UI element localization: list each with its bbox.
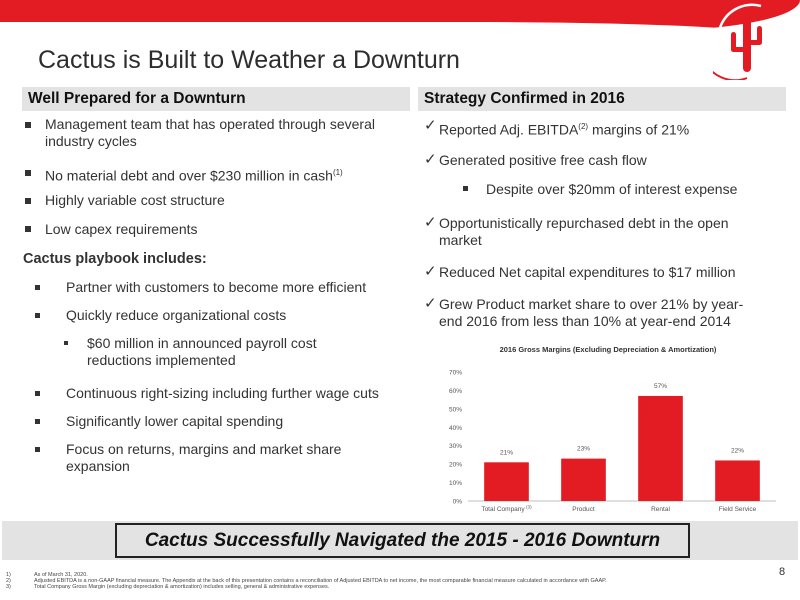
footnote: 1) As of March 31, 2020.	[6, 572, 88, 578]
cactus-logo-icon	[713, 3, 778, 80]
y-tick-label: 60%	[449, 388, 462, 395]
list-item: Reported Adj. EBITDA(2) margins of 21%	[439, 118, 689, 139]
list-item: Quickly reduce organizational costs	[66, 307, 287, 323]
list-item-text: No material debt and over $230 million i…	[45, 167, 333, 184]
footnote-text: Total Company Gross Margin (excluding de…	[34, 584, 330, 590]
footnote: 3) Total Company Gross Margin (excluding …	[6, 584, 329, 590]
list-item: Generated positive free cash flow	[439, 152, 647, 168]
list-item-line: Management team that has operated throug…	[45, 116, 375, 132]
y-tick-label: 0%	[453, 499, 463, 506]
bullet-square-icon	[463, 186, 468, 191]
footnote-number: 2)	[6, 578, 11, 584]
list-item-line: Grew Product market share to over 21% by…	[439, 296, 744, 312]
footnote: 2) Adjusted EBITDA is a non-GAAP financia…	[6, 578, 607, 584]
list-item-line: market	[439, 232, 482, 248]
x-tick-label: Field Service	[719, 506, 757, 513]
bullet-square-icon	[35, 419, 40, 424]
x-tick-label: Rental	[651, 506, 670, 513]
checkmark-icon: ✓	[424, 295, 437, 312]
list-item-line: $60 million in announced payroll cost	[87, 335, 317, 351]
list-item: Highly variable cost structure	[45, 192, 225, 208]
y-tick-label: 40%	[449, 425, 462, 432]
bullet-square-icon	[35, 285, 40, 290]
data-label: 57%	[654, 383, 667, 390]
list-item: $60 million in announced payroll cost re…	[87, 335, 317, 369]
list-item: Opportunistically repurchased debt in th…	[439, 215, 729, 249]
bullet-square-icon	[25, 226, 31, 232]
bullet-square-icon	[35, 391, 40, 396]
x-tick-label: Total Company (3)	[481, 505, 532, 514]
list-item: Significantly lower capital spending	[66, 413, 284, 429]
checkmark-icon: ✓	[424, 151, 437, 168]
right-section-heading: Strategy Confirmed in 2016	[418, 87, 786, 111]
list-item: Despite over $20mm of interest expense	[486, 181, 738, 197]
footnote-ref: (3)	[526, 505, 532, 510]
y-tick-label: 30%	[449, 443, 462, 450]
list-item-line: end 2016 from less than 10% at year-end …	[439, 313, 731, 329]
list-item: Management team that has operated throug…	[45, 116, 375, 150]
list-item: Focus on returns, margins and market sha…	[66, 441, 341, 475]
header-band-curve	[0, 22, 760, 34]
footnote-number: 3)	[6, 584, 11, 590]
footnote-number: 1)	[6, 572, 11, 578]
checkmark-icon: ✓	[424, 117, 437, 134]
page-number: 8	[779, 566, 786, 578]
page-title: Cactus is Built to Weather a Downturn	[38, 46, 460, 74]
list-item: Grew Product market share to over 21% by…	[439, 296, 743, 330]
playbook-label: Cactus playbook includes:	[23, 251, 207, 267]
list-item: Reduced Net capital expenditures to $17 …	[439, 264, 736, 280]
footnote-text: Adjusted EBITDA is a non-GAAP financial …	[34, 578, 607, 584]
footnote-text: As of March 31, 2020.	[34, 572, 88, 578]
y-tick-label: 10%	[449, 480, 462, 487]
bullet-square-icon	[25, 170, 31, 176]
bar	[561, 458, 606, 501]
y-tick-label: 70%	[449, 370, 462, 377]
y-tick-label: 20%	[449, 462, 462, 469]
bullet-square-icon	[64, 341, 68, 345]
list-item: Partner with customers to become more ef…	[66, 279, 367, 295]
gross-margin-chart: 2016 Gross Margins (Excluding Depreciati…	[449, 345, 776, 514]
list-item: No material debt and over $230 million i…	[45, 164, 343, 185]
list-item-line: Focus on returns, margins and market sha…	[66, 441, 342, 457]
list-item: Continuous right-sizing including furthe…	[66, 385, 379, 401]
list-item-line: reductions implemented	[87, 352, 236, 368]
bullet-square-icon	[35, 447, 40, 452]
data-label: 22%	[731, 447, 744, 454]
x-tick-label: Product	[572, 506, 595, 513]
list-item-text: Reported Adj. EBITDA	[439, 121, 579, 138]
data-label: 23%	[577, 446, 590, 453]
list-item-line: Opportunistically repurchased debt in th…	[439, 215, 729, 231]
y-tick-label: 50%	[449, 406, 462, 413]
footnote-ref: (1)	[332, 168, 343, 177]
list-item: Low capex requirements	[45, 221, 198, 237]
bullet-square-icon	[35, 313, 40, 318]
bullet-square-icon	[25, 122, 31, 128]
bar	[484, 462, 529, 501]
bar	[638, 395, 683, 501]
chart-title: 2016 Gross Margins (Excluding Depreciati…	[500, 345, 717, 354]
list-item-line: expansion	[66, 458, 130, 474]
bar	[715, 460, 760, 501]
list-item-text: margins of 21%	[588, 121, 690, 138]
left-section-heading: Well Prepared for a Downturn	[22, 87, 410, 111]
footnote-ref: (2)	[578, 122, 589, 131]
bullet-square-icon	[25, 198, 31, 204]
checkmark-icon: ✓	[424, 214, 437, 231]
conclusion-banner: Cactus Successfully Navigated the 2015 -…	[115, 523, 690, 558]
data-label: 21%	[500, 449, 513, 456]
list-item-line: industry cycles	[45, 133, 137, 149]
checkmark-icon: ✓	[424, 263, 437, 280]
